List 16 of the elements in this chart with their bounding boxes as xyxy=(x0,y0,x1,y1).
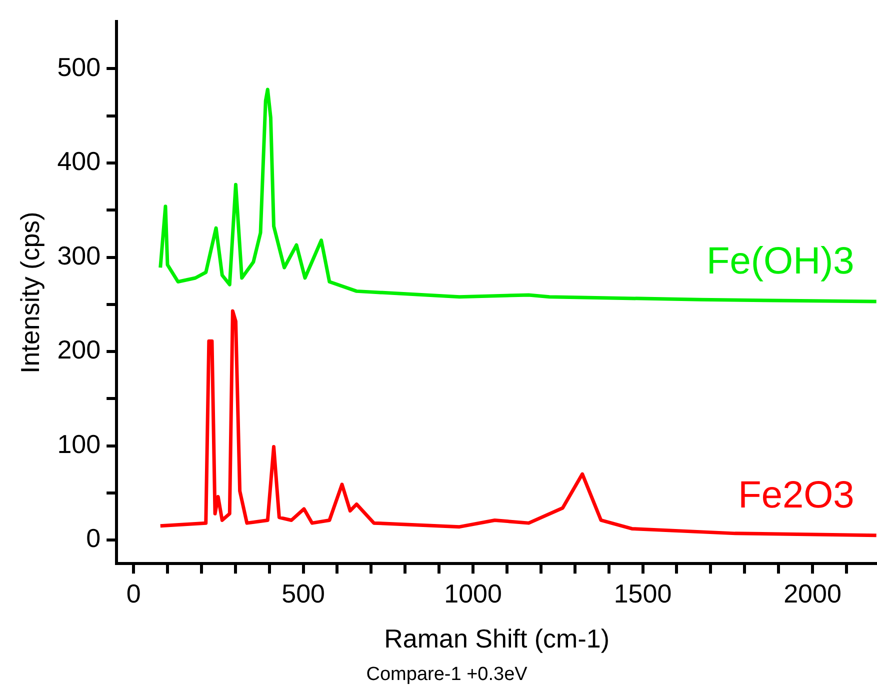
y-tick-label: 400 xyxy=(57,146,101,176)
series-label: Fe2O3 xyxy=(738,474,854,516)
x-tick-label: 2000 xyxy=(784,578,842,608)
x-tick-label: 1500 xyxy=(614,578,672,608)
y-tick-label: 100 xyxy=(57,428,101,459)
y-axis-title: Intensity (cps) xyxy=(14,212,45,374)
y-tick-label: 500 xyxy=(57,52,101,82)
text: Compare-1 +0.3eV xyxy=(366,664,528,685)
series-label: Fe(OH)3 xyxy=(706,240,854,283)
y-tick-label: 200 xyxy=(57,334,101,365)
x-tick-label: 0 xyxy=(126,578,141,608)
x-tick-label: 1000 xyxy=(444,578,502,608)
y-tick-label: 300 xyxy=(57,240,101,270)
x-tick-label: 500 xyxy=(282,578,325,608)
y-tick-label: 0 xyxy=(86,523,101,554)
x-axis-title: Raman Shift (cm-1) xyxy=(384,624,610,654)
